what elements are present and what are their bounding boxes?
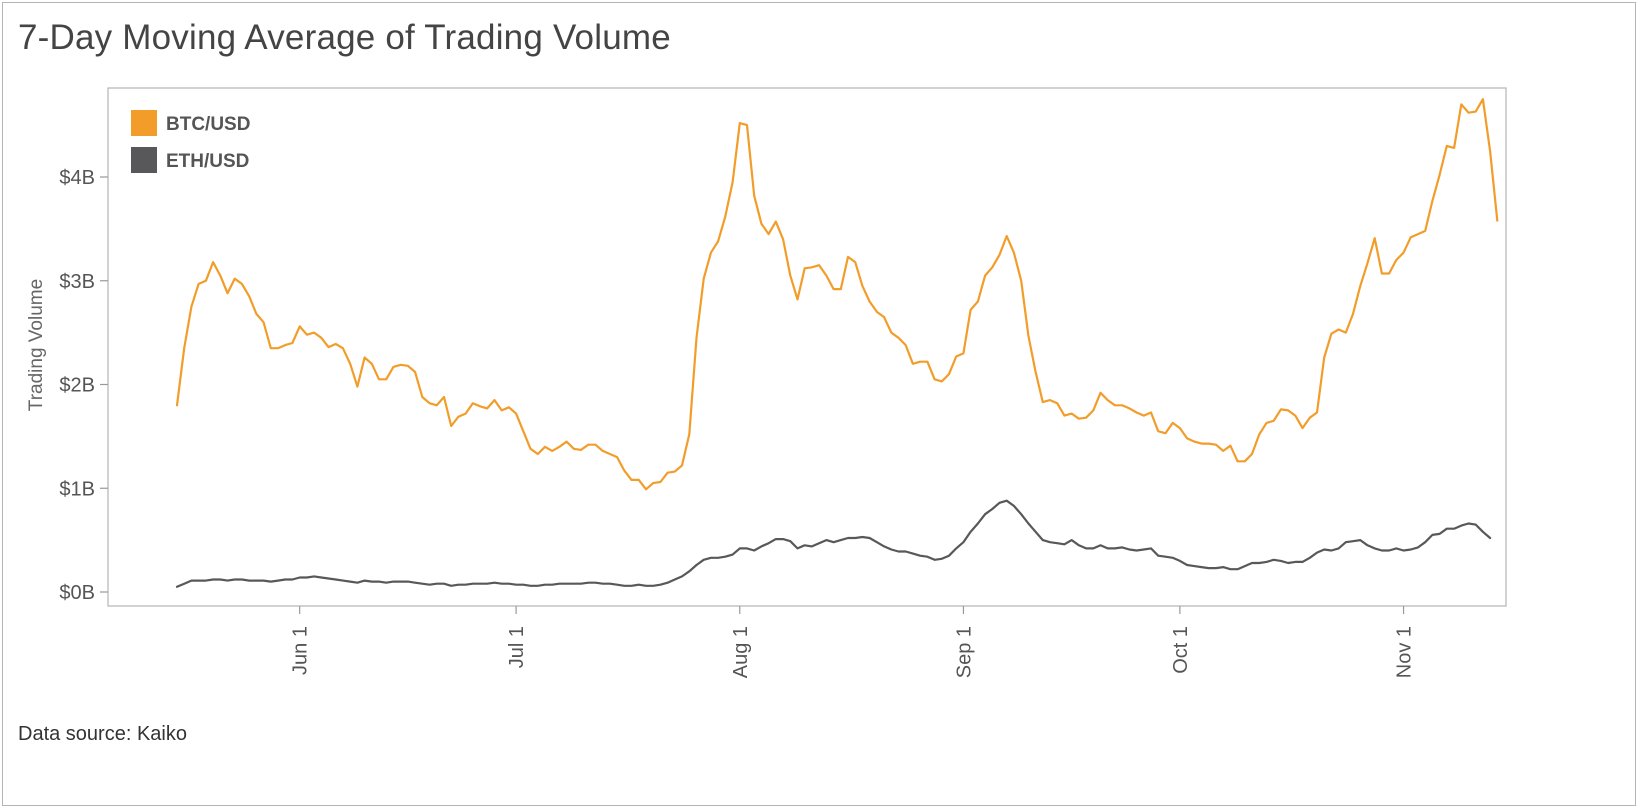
y-tick-label: $0B: [59, 582, 95, 604]
y-axis: $0B $1B $2B $3B $4B: [59, 167, 108, 604]
legend-label-eth-usd: ETH/USD: [166, 151, 249, 172]
y-tick-label: $4B: [59, 167, 95, 189]
x-tick-label: Jul 1: [506, 626, 528, 668]
x-axis: Jun 1 Jul 1 Aug 1 Sep 1 Oct 1 Nov 1: [290, 606, 1416, 678]
legend-swatch-eth-usd: [131, 147, 157, 173]
y-axis-label: Trading Volume: [26, 279, 47, 411]
y-tick-label: $3B: [59, 271, 95, 293]
x-tick-label: Aug 1: [730, 626, 752, 678]
legend-swatch-btc-usd: [131, 110, 157, 136]
x-tick-label: Nov 1: [1394, 626, 1416, 678]
plot-area: [107, 87, 1507, 607]
x-tick-label: Oct 1: [1170, 626, 1192, 674]
series-lines: [175, 98, 1499, 588]
data-source-note: Data source: Kaiko: [18, 723, 187, 745]
y-tick-label: $2B: [59, 375, 95, 397]
series-line-btc-usd: [175, 98, 1499, 491]
legend-label-btc-usd: BTC/USD: [166, 114, 250, 135]
series-line-eth-usd: [175, 499, 1492, 588]
chart-title: 7-Day Moving Average of Trading Volume: [18, 18, 671, 57]
x-tick-label: Sep 1: [953, 626, 975, 678]
legend: BTC/USD ETH/USD: [131, 110, 250, 173]
y-tick-label: $1B: [59, 478, 95, 500]
x-tick-label: Jun 1: [290, 626, 312, 675]
